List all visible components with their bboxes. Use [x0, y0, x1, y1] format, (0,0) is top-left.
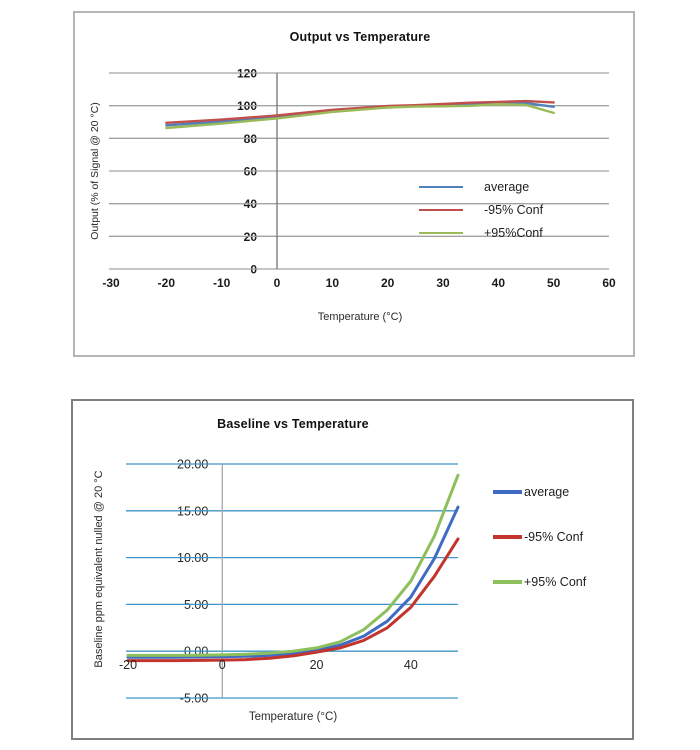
x-tick-label: 10 [326, 276, 340, 290]
x-tick-label: -30 [102, 276, 120, 290]
legend: average -95% Conf +95% Conf [493, 483, 623, 618]
series-line-average [126, 505, 460, 659]
x-tick-label: 0 [219, 658, 226, 672]
x-tick-label: 0 [274, 276, 281, 290]
x-axis-title: Temperature (°C) [317, 311, 403, 323]
plus95-line-swatch [419, 231, 463, 235]
x-tick-label: -20 [119, 658, 137, 672]
legend-label: average [524, 485, 570, 499]
legend-label: average [484, 180, 530, 194]
plus95-line-swatch [493, 580, 522, 584]
legend-item-plus95: +95%Conf [419, 225, 619, 241]
average-line-swatch [493, 490, 522, 494]
series-line-average [165, 101, 555, 127]
legend: average -95% Conf +95%Conf [419, 179, 619, 248]
minus95-line-swatch [493, 535, 522, 539]
x-tick-label: 60 [602, 276, 616, 290]
legend-item-minus95: -95% Conf [493, 528, 623, 546]
minus95-line-swatch [419, 208, 463, 212]
x-axis-title: Temperature (°C) [248, 711, 338, 723]
output-vs-temperature-figure: Output vs Temperature Output (% of Signa… [73, 11, 635, 357]
x-tick-label: 40 [492, 276, 506, 290]
legend-item-average: average [493, 483, 623, 501]
series-line--95-conf [126, 473, 460, 657]
series-line--95-conf [126, 537, 460, 663]
legend-item-average: average [419, 179, 619, 195]
x-tick-label: 40 [404, 658, 418, 672]
legend-item-minus95: -95% Conf [419, 202, 619, 218]
x-tick-label: 30 [436, 276, 450, 290]
series-line--95-conf [165, 102, 555, 130]
legend-label: +95% Conf [524, 575, 587, 589]
x-tick-label: 20 [381, 276, 395, 290]
x-tick-label: 20 [310, 658, 324, 672]
x-tick-label: -10 [213, 276, 231, 290]
x-tick-label: -20 [158, 276, 176, 290]
legend-label: -95% Conf [524, 530, 584, 544]
chart-title: Baseline vs Temperature [217, 417, 369, 431]
series-line--95-conf [165, 99, 555, 125]
average-line-swatch [419, 185, 463, 189]
legend-label: -95% Conf [484, 203, 544, 217]
x-tick-label: 50 [547, 276, 561, 290]
legend-label: +95%Conf [484, 226, 543, 240]
chart-title: Output vs Temperature [289, 30, 431, 44]
legend-item-plus95: +95% Conf [493, 573, 623, 591]
baseline-vs-temperature-figure: Baseline vs Temperature Baseline ppm equ… [71, 399, 634, 740]
